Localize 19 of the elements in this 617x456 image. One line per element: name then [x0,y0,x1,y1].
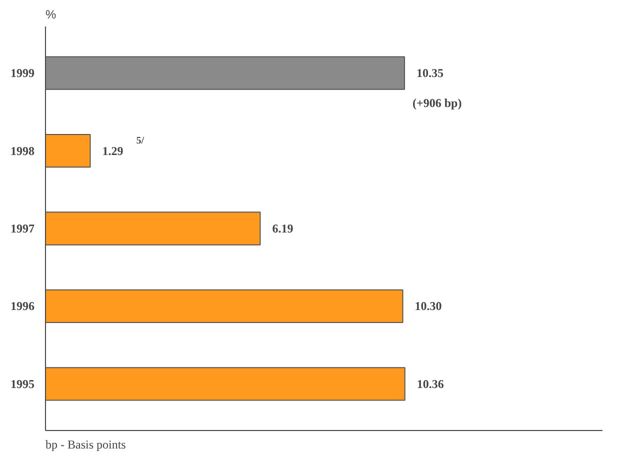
data-label: 10.35 [416,66,444,80]
annotation: (+906 bp) [412,96,462,110]
data-label: 1.29 [102,144,124,158]
bar [46,212,261,246]
data-label: 10.36 [416,376,444,391]
data-label: 6.19 [272,222,294,236]
bar [46,56,406,90]
data-label: 10.30 [414,299,442,314]
bar [46,289,404,324]
bar [46,367,406,401]
chart-title: % [46,8,56,22]
y-tick-label: 1999 [10,66,34,80]
bar [46,134,91,168]
y-tick-label: 1998 [10,144,34,158]
annotation: 5/ [136,135,144,146]
y-tick-label: 1997 [10,222,34,236]
text: bp - Basis points [46,438,126,452]
y-tick-label: 1996 [10,299,34,314]
y-tick-label: 1995 [10,376,34,391]
